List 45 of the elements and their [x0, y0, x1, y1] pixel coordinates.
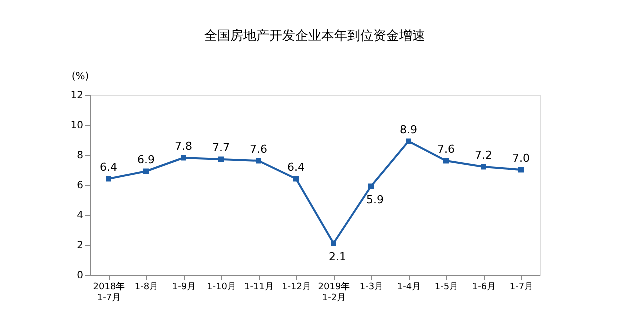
data-label: 2.1	[329, 250, 346, 264]
x-tick-label: 1-6月	[472, 282, 496, 292]
y-axis-title: (%)	[72, 72, 90, 82]
x-tick-label: 1-11月	[244, 282, 274, 292]
point	[444, 158, 449, 164]
x-tick-label: 2019年 1-2月	[318, 282, 350, 304]
point	[144, 168, 149, 174]
point	[256, 158, 262, 164]
x-tick-label: 1-9月	[172, 282, 196, 292]
data-label: 7.8	[175, 140, 192, 153]
x-tick-label: 1-12月	[282, 282, 312, 292]
x-tick-label: 2018年 1-7月	[93, 282, 126, 304]
y-tick-label: 8	[77, 150, 84, 162]
point	[106, 176, 112, 182]
point	[518, 167, 524, 173]
point	[406, 138, 412, 144]
x-tick-label: 1-10月	[207, 282, 236, 292]
point	[181, 155, 186, 161]
data-label: 6.4	[100, 161, 118, 174]
point	[218, 156, 224, 162]
x-tick-label: 1-4月	[397, 282, 422, 292]
data-label: 7.7	[212, 142, 230, 154]
point	[294, 176, 299, 182]
y-tick-label: 2	[77, 240, 84, 252]
x-tick-label: 1-7月	[510, 282, 534, 292]
data-label: 6.9	[138, 154, 155, 166]
chart-title: 全国房地产开发企业本年到位资金增速	[204, 28, 426, 44]
y-tick-label: 12	[70, 90, 84, 102]
data-label: 8.9	[400, 124, 418, 136]
point	[368, 184, 374, 190]
x-tick-label: 1-5月	[434, 282, 459, 292]
x-tick-label: 1-8月	[134, 282, 159, 292]
data-label: 7.0	[512, 152, 530, 165]
data-label: 6.4	[288, 161, 305, 174]
data-label: 7.6	[250, 143, 268, 156]
y-tick-label: 10	[70, 120, 84, 132]
x-tick-label: 1-3月	[360, 282, 384, 292]
data-label: 5.9	[366, 194, 384, 206]
y-tick-label: 4	[77, 210, 84, 222]
data-label: 7.6	[438, 143, 455, 156]
data-label: 7.2	[475, 149, 492, 162]
point	[331, 240, 336, 246]
point	[481, 164, 486, 170]
y-tick-label: 6	[77, 180, 84, 192]
y-tick-label: 0	[77, 270, 84, 282]
